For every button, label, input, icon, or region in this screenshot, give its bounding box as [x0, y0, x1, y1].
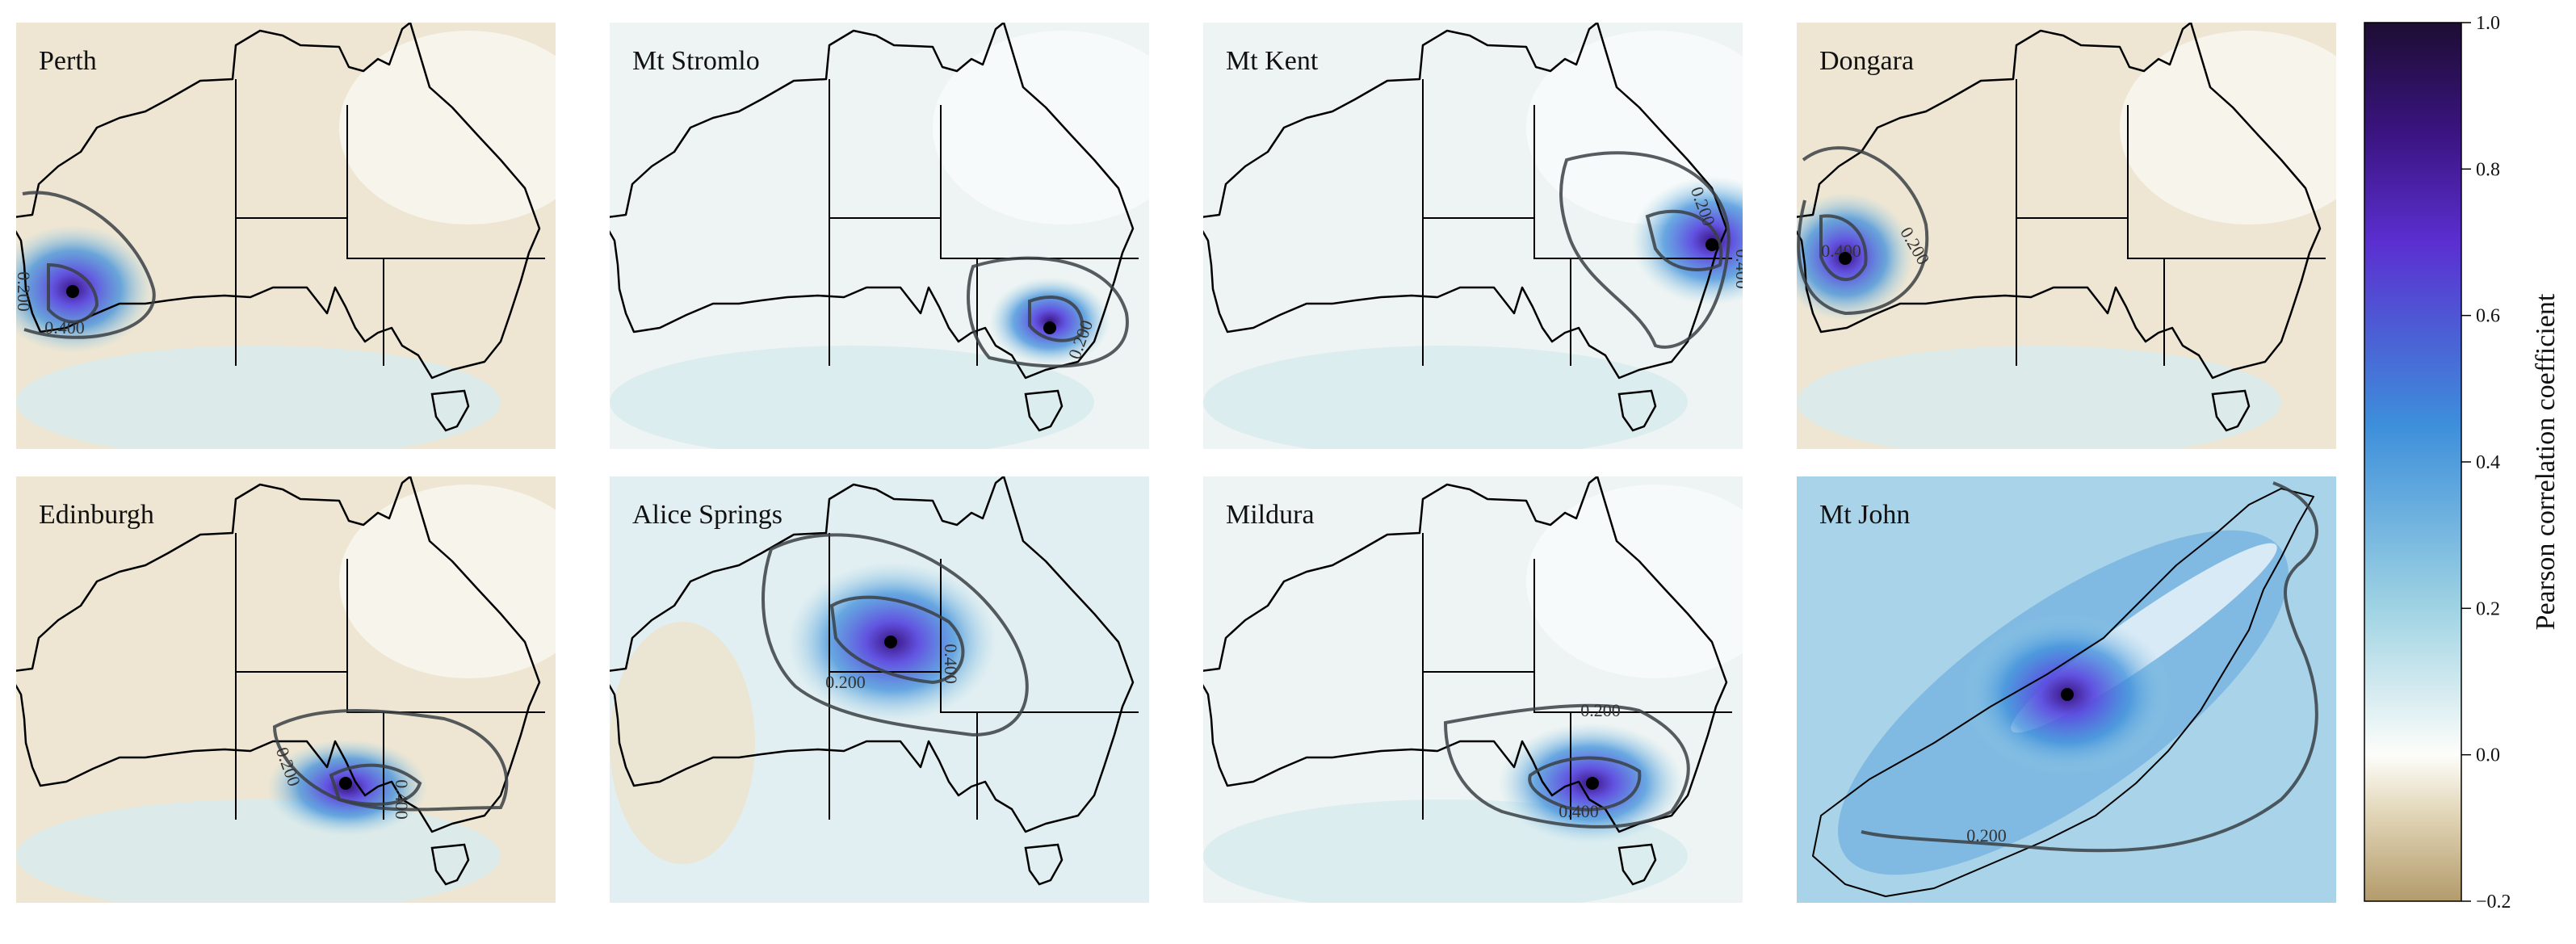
correlation-hotspot — [1631, 176, 1743, 305]
colorbar-label: Pearson correlation coefficient — [2531, 293, 2561, 630]
tasmania-coastline — [1024, 389, 1064, 432]
colorbar-tick-label: 0.4 — [2476, 452, 2500, 473]
site-marker — [1705, 238, 1718, 251]
correlation-hotspot — [16, 224, 153, 354]
panel-title: Mt John — [1819, 500, 1910, 530]
field-shade — [1203, 346, 1688, 449]
tasmania-coastline — [1617, 843, 1657, 886]
map-panel: 0.200 Mt John — [1797, 476, 2336, 903]
contour-label: 0.400 — [1559, 801, 1599, 821]
site-marker — [1043, 321, 1056, 334]
state-borders — [1422, 79, 1732, 366]
colorbar-tick-label: 0.2 — [2476, 598, 2500, 619]
tasmania-coastline — [430, 389, 470, 432]
state-borders — [829, 79, 1139, 366]
panel-title: Mt Stromlo — [632, 46, 760, 76]
field-shade — [339, 31, 556, 224]
panel-title: Edinburgh — [39, 500, 154, 530]
map-panel: 0.200 0.400 Perth — [14, 23, 556, 449]
site-marker — [66, 285, 79, 298]
contour-line — [1861, 481, 2318, 853]
coastline — [1797, 23, 2322, 380]
field-shade — [16, 799, 501, 903]
map-panel: 0.200 0.400 Alice Springs — [610, 476, 1149, 903]
colorbar-tick-label: 0.6 — [2476, 306, 2500, 327]
contour-line — [967, 256, 1129, 368]
site-marker — [339, 777, 352, 790]
contour-label: 0.200 — [1580, 700, 1621, 720]
tasmania-coastline — [1024, 843, 1064, 886]
contour-line — [1797, 146, 1929, 316]
contour-line — [829, 595, 965, 685]
tasmania-coastline — [1617, 389, 1657, 432]
contour-label: 0.400 — [1732, 249, 1752, 289]
field-shade — [2120, 31, 2336, 224]
contour-label: 0.200 — [14, 271, 34, 312]
panel-title: Alice Springs — [632, 500, 782, 530]
colorbar-tick-label: 0.0 — [2476, 745, 2500, 766]
contour-line — [272, 709, 509, 812]
coastline — [1203, 476, 1728, 833]
coastline — [1812, 488, 2314, 897]
field-shade — [610, 346, 1094, 449]
site-marker — [2061, 688, 2074, 701]
colorbar-ticks: 1.0 0.8 0.6 0.4 0.2 0.0 −0.2 — [2461, 13, 2511, 913]
panel-title: Mt Kent — [1226, 46, 1319, 76]
coastline — [1203, 23, 1728, 380]
contour-line — [22, 191, 156, 339]
site-marker — [884, 636, 897, 648]
site-marker — [1586, 777, 1599, 790]
contour-label: 0.200 — [825, 672, 866, 692]
contour-label: 0.200 — [1966, 825, 2007, 845]
tasmania-coastline — [2211, 389, 2251, 432]
field-shade — [610, 622, 755, 864]
colorbar-tick-label: 0.8 — [2476, 159, 2500, 180]
tasmania-coastline — [430, 843, 470, 886]
contour-line — [329, 763, 422, 806]
state-borders — [1422, 533, 1732, 820]
colorbar-tick-label: 1.0 — [2476, 13, 2500, 34]
state-borders — [2016, 79, 2326, 366]
state-borders — [235, 533, 545, 820]
contour-label: 0.400 — [941, 644, 961, 684]
contour-line — [1443, 703, 1690, 829]
contour-label: 0.400 — [44, 317, 85, 338]
contour-line — [1645, 209, 1723, 271]
contour-line — [1819, 214, 1868, 282]
contour-line — [1028, 296, 1085, 342]
field-shade — [1526, 485, 1743, 678]
contour-line — [47, 262, 99, 324]
map-panel: 0.200 0.400 Mildura — [1203, 476, 1743, 903]
site-marker — [1839, 252, 1852, 265]
field-shade — [339, 485, 556, 678]
field-shade — [1526, 31, 1743, 224]
contour-line — [761, 533, 1029, 737]
coastline — [610, 23, 1135, 380]
panel-title: Mildura — [1226, 500, 1315, 530]
colorbar-bar — [2364, 22, 2462, 902]
contour-line — [1559, 151, 1731, 349]
field-shade — [16, 346, 501, 449]
panel-title: Dongara — [1819, 46, 1914, 76]
coastline — [610, 476, 1135, 833]
state-borders — [235, 79, 545, 366]
contour-label: 0.400 — [392, 779, 412, 820]
panel-title: Perth — [39, 46, 97, 76]
field-shade — [1797, 346, 2281, 449]
colorbar-tick-label: −0.2 — [2476, 892, 2511, 913]
coastline — [16, 23, 541, 380]
colorbar: 1.0 0.8 0.6 0.4 0.2 0.0 −0.2 Pearson correlati… — [2364, 13, 2561, 913]
contour-line — [1528, 756, 1642, 812]
field-shade — [933, 31, 1149, 224]
coastline — [16, 476, 541, 833]
correlation-hotspot — [1797, 192, 1914, 321]
